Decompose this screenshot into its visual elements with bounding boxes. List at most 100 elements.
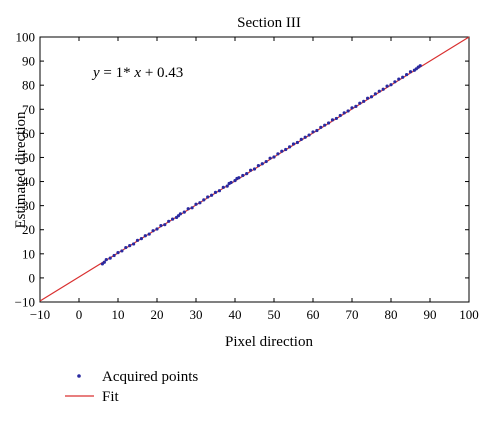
y-tick-label: 50 [22, 150, 35, 165]
x-tick-label: 40 [229, 307, 242, 322]
y-tick-label: 90 [22, 54, 35, 69]
x-axis-ticks: −10 0 10 20 30 40 50 60 70 80 90 100 [30, 37, 479, 322]
scatter-point [128, 244, 132, 248]
y-tick-label: 70 [22, 102, 35, 117]
scatter-point [323, 123, 327, 127]
scatter-point [350, 106, 354, 110]
scatter-point [389, 83, 393, 87]
scatter-point [186, 207, 190, 211]
scatter-point [178, 212, 182, 216]
scatter-point [116, 251, 120, 255]
scatter-point [233, 178, 237, 183]
scatter-point [171, 217, 175, 221]
y-tick-label: 40 [22, 174, 35, 189]
scatter-point [245, 171, 249, 176]
scatter-point [327, 121, 331, 125]
x-tick-label: −10 [30, 307, 50, 322]
scatter-point [102, 260, 106, 264]
scatter-point [264, 159, 268, 164]
scatter-point [135, 238, 140, 242]
scatter-point [229, 180, 233, 185]
scatter-point [299, 137, 303, 141]
scatter-point [338, 113, 342, 118]
scatter-point [303, 135, 307, 139]
y-tick-label: 10 [22, 246, 35, 261]
legend: Acquired points Fit [65, 369, 198, 405]
scatter-point [112, 253, 116, 258]
scatter-point [295, 140, 299, 145]
scatter-point [319, 125, 323, 129]
equation-x: x [133, 65, 141, 81]
plot-frame [39, 36, 470, 303]
scatter-point [182, 210, 186, 214]
plot-area: −10 0 10 20 30 40 50 60 70 80 90 100 −10 0 10 20 30 40 50… [15, 30, 479, 323]
scatter-point [393, 80, 397, 84]
x-tick-label: 70 [346, 307, 359, 322]
scatter-point [237, 176, 241, 180]
scatter-point [151, 229, 155, 233]
scatter-point [190, 206, 194, 210]
y-tick-label: −10 [15, 295, 35, 310]
scatter-point [252, 167, 257, 171]
scatter-points-layer [100, 64, 422, 266]
y-tick-label: 30 [22, 198, 35, 213]
x-tick-label: 60 [307, 307, 320, 322]
scatter-point [342, 111, 346, 115]
x-tick-label: 0 [76, 307, 83, 322]
scatter-point [256, 164, 260, 168]
scatter-point [276, 152, 280, 156]
scatter-point [385, 84, 389, 88]
scatter-point [206, 195, 210, 199]
y-tick-label: 20 [22, 222, 35, 237]
scatter-point [241, 173, 245, 178]
x-tick-label: 10 [112, 307, 125, 322]
scatter-point [202, 198, 206, 202]
scatter-point [401, 75, 405, 79]
scatter-point [366, 96, 370, 100]
scatter-point [307, 133, 311, 137]
scatter-point [381, 87, 385, 91]
scatter-point [132, 242, 136, 246]
scatter-point [120, 249, 124, 253]
scatter-point [249, 168, 253, 172]
scatter-point [147, 232, 151, 236]
scatter-point [194, 202, 198, 206]
fit-equation-annotation: y = 1* x + 0.43 [91, 65, 183, 81]
scatter-point [373, 92, 377, 96]
legend-item-fit: Fit [65, 389, 120, 405]
equation-tail: + 0.43 [141, 65, 183, 81]
scatter-point [418, 64, 422, 68]
scatter-point [408, 70, 413, 74]
scatter-point [346, 109, 350, 113]
chart-title: Section III [237, 15, 301, 31]
x-tick-label: 30 [190, 307, 203, 322]
scatter-point [369, 95, 374, 99]
scatter-point [108, 256, 112, 260]
y-axis-ticks: −10 0 10 20 30 40 50 60 70 80 90 100 [15, 30, 469, 310]
x-tick-label: 20 [151, 307, 164, 322]
scatter-point [280, 149, 284, 153]
y-tick-label: 0 [29, 270, 36, 285]
scatter-point [288, 145, 292, 149]
scatter-point [217, 189, 221, 193]
x-tick-label: 50 [268, 307, 281, 322]
legend-marker-acquired-points [77, 374, 81, 378]
scatter-point [176, 214, 181, 218]
scatter-point [213, 190, 218, 194]
x-tick-label: 90 [424, 307, 437, 322]
x-tick-label: 80 [385, 307, 398, 322]
scatter-point [330, 118, 335, 122]
scatter-point [210, 193, 214, 197]
scatter-point [311, 130, 315, 134]
scatter-point [284, 147, 288, 152]
legend-label-acquired-points: Acquired points [102, 369, 198, 385]
scatter-point [362, 99, 366, 103]
scatter-point [139, 237, 143, 241]
scatter-point [198, 201, 202, 205]
scatter-point [315, 128, 319, 133]
scatter-point [104, 258, 108, 262]
scatter-point [272, 155, 276, 159]
scatter-point [291, 142, 296, 146]
scatter-point [334, 116, 338, 121]
